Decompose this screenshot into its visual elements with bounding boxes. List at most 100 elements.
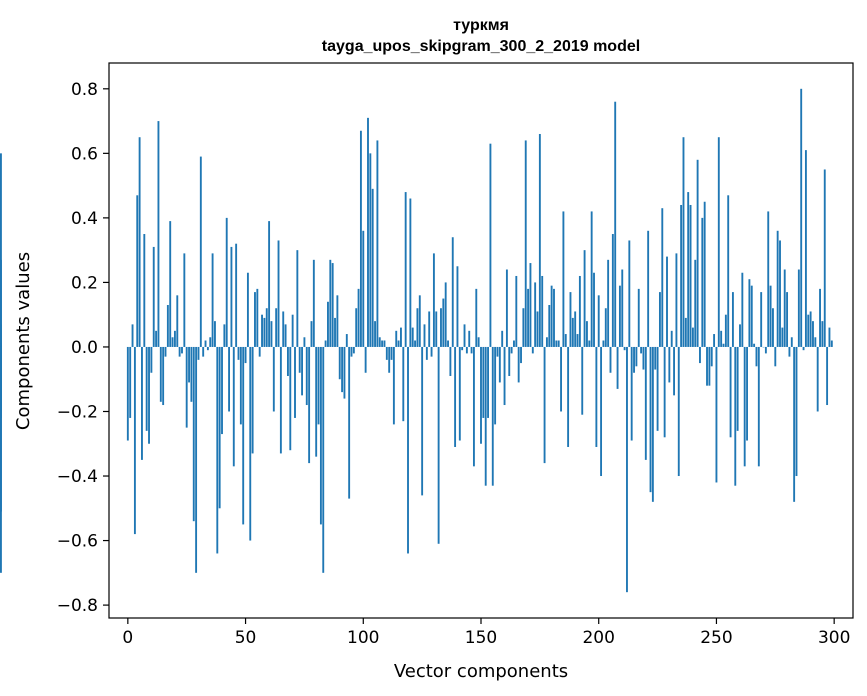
bar-44	[230, 246, 233, 347]
bar-66	[282, 311, 285, 347]
bar-56	[258, 346, 261, 357]
bar-171	[529, 263, 532, 347]
bar-278	[781, 327, 784, 347]
bar-153	[487, 346, 489, 418]
bar-142	[461, 346, 464, 351]
bar-279	[783, 269, 786, 347]
bar-39	[218, 346, 221, 509]
bar-221	[647, 230, 650, 347]
bar-186	[564, 334, 567, 347]
x-tick-label: 250	[700, 628, 732, 648]
bar-2	[131, 324, 134, 347]
bar-259	[736, 346, 739, 431]
bar-103	[369, 153, 372, 347]
bar-64	[277, 240, 280, 347]
bar-undefined	[0, 346, 2, 512]
bar-163	[510, 346, 513, 354]
bar-18	[169, 221, 172, 347]
bar-166	[517, 346, 520, 383]
bar-53	[251, 346, 254, 454]
bar-181	[553, 288, 555, 347]
bar-144	[465, 346, 468, 354]
bar-176	[541, 275, 544, 347]
bar-266	[753, 343, 756, 347]
bar-269	[760, 292, 763, 347]
bar-220	[644, 346, 647, 460]
bar-228	[663, 346, 666, 438]
bar-38	[216, 346, 219, 554]
bar-206	[611, 234, 614, 347]
bar-293	[816, 346, 819, 412]
bar-63	[275, 308, 278, 347]
bar-255	[727, 195, 730, 347]
bar-158	[498, 346, 501, 383]
bar-146	[470, 346, 473, 354]
bar-83	[322, 346, 325, 573]
bar-73	[298, 346, 301, 373]
bar-178	[545, 337, 548, 347]
y-tick-label: −0.8	[57, 596, 98, 616]
bar-205	[609, 346, 612, 373]
bar-102	[367, 117, 369, 347]
bar-174	[536, 311, 539, 347]
bar-134	[442, 298, 445, 347]
bar-192	[578, 275, 581, 347]
bar-295	[821, 321, 824, 347]
bar-75	[303, 337, 306, 347]
bar-69	[289, 346, 292, 451]
bar-3	[133, 346, 136, 535]
bar-151	[482, 346, 485, 418]
y-tick-label: 0.4	[71, 209, 98, 229]
bar-119	[407, 346, 409, 554]
y-tick-label: 0.0	[71, 338, 98, 358]
bar-22	[178, 346, 181, 357]
bar-61	[270, 321, 273, 347]
bar-148	[475, 288, 478, 347]
bar-33	[204, 340, 207, 347]
bar-262	[743, 346, 746, 467]
bar-249	[713, 334, 716, 347]
bar-37	[214, 321, 216, 347]
x-tick-label: 150	[465, 628, 497, 648]
bar-81	[317, 346, 320, 425]
bar-197	[590, 211, 593, 347]
bar-260	[739, 324, 741, 347]
bar-30	[197, 346, 200, 360]
bar-108	[381, 340, 384, 347]
bar-8	[145, 346, 148, 431]
bar-78	[310, 321, 313, 347]
bar-129	[430, 346, 433, 357]
bar-77	[308, 346, 311, 464]
bar-286	[800, 88, 803, 347]
bar-227	[661, 208, 664, 347]
bar-215	[633, 346, 635, 373]
bar-79	[312, 259, 315, 347]
bar-235	[680, 204, 683, 347]
bar-243	[699, 346, 701, 364]
bar-4	[136, 195, 139, 347]
bar-190	[574, 311, 577, 347]
bar-116	[400, 327, 402, 347]
bar-244	[701, 217, 704, 347]
bar-274	[772, 308, 774, 347]
bar-80	[315, 346, 318, 457]
bar-236	[682, 137, 685, 347]
bar-292	[814, 337, 817, 347]
bar-14	[159, 346, 162, 402]
bar-17	[166, 305, 169, 347]
bar-41	[223, 324, 226, 347]
bar-222	[649, 346, 652, 493]
bar-99	[359, 130, 362, 347]
bar-65	[279, 346, 282, 454]
bar-70	[291, 314, 294, 347]
x-tick-label: 50	[235, 628, 257, 648]
bar-88	[334, 317, 336, 347]
y-tick-label: 0.2	[71, 273, 98, 293]
bar-245	[703, 201, 706, 347]
bar-54	[254, 292, 256, 347]
bar-11	[152, 246, 155, 347]
bar-100	[362, 230, 365, 347]
bar-16	[164, 346, 167, 357]
bar-261	[741, 272, 744, 347]
